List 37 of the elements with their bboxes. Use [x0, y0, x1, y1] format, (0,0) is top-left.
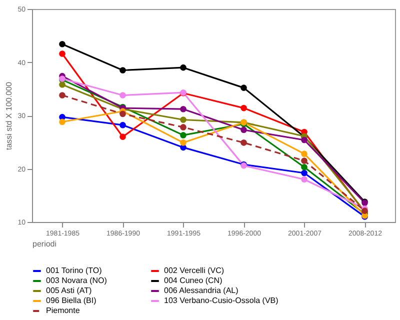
- point: [301, 136, 308, 144]
- legend-label: 004 Cuneo (CN): [164, 276, 223, 285]
- legend-label: 096 Biella (BI): [46, 296, 97, 305]
- legend-label: 005 Asti (AT): [46, 286, 92, 295]
- legend-label: 003 Novara (NO): [46, 276, 108, 285]
- point: [59, 50, 66, 57]
- legend-label: 006 Alessandria (AL): [164, 286, 239, 295]
- point: [180, 106, 186, 112]
- point: [180, 64, 186, 71]
- point: [301, 164, 308, 170]
- legend-label: 002 Vercelli (VC): [164, 266, 224, 275]
- point: [301, 176, 308, 183]
- point: [180, 124, 186, 130]
- legend-label: Piemonte: [46, 306, 80, 315]
- point: [301, 158, 308, 164]
- point: [240, 104, 247, 112]
- legend-label: 001 Torino (TO): [46, 266, 102, 275]
- x-axis-title: periodi: [32, 240, 57, 248]
- point: [59, 40, 66, 48]
- point: [120, 134, 126, 140]
- y-axis-title: tassi std X 100.000: [4, 81, 14, 150]
- point: [120, 122, 126, 128]
- legend-label: 103 Verbano-Cusio-Ossola (VB): [164, 296, 279, 305]
- point: [301, 150, 308, 157]
- point: [180, 132, 186, 138]
- point: [180, 116, 186, 123]
- point: [240, 126, 247, 134]
- point: [59, 81, 66, 88]
- point: [59, 92, 66, 98]
- point: [120, 110, 126, 118]
- point: [180, 140, 186, 146]
- point: [120, 92, 126, 98]
- point: [240, 140, 247, 146]
- point: [240, 84, 247, 91]
- point: [301, 170, 308, 176]
- point: [59, 118, 66, 126]
- point: [120, 67, 126, 74]
